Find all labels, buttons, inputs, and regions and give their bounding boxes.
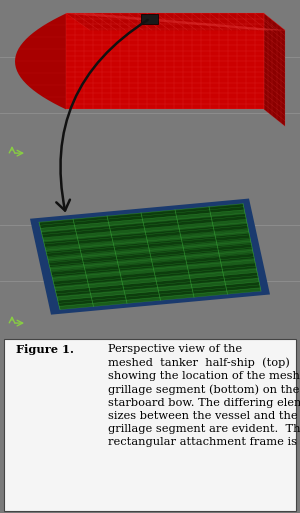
Polygon shape bbox=[44, 224, 248, 248]
Polygon shape bbox=[49, 243, 252, 267]
Polygon shape bbox=[66, 13, 264, 109]
FancyBboxPatch shape bbox=[4, 339, 296, 511]
Polygon shape bbox=[39, 204, 244, 228]
Polygon shape bbox=[58, 282, 260, 306]
Polygon shape bbox=[46, 233, 250, 258]
Polygon shape bbox=[264, 13, 285, 126]
Polygon shape bbox=[15, 13, 66, 109]
Polygon shape bbox=[56, 272, 258, 296]
Polygon shape bbox=[30, 199, 270, 314]
Bar bbox=[141, 14, 158, 24]
Polygon shape bbox=[66, 13, 285, 30]
Text: Figure 1.: Figure 1. bbox=[16, 344, 74, 356]
Polygon shape bbox=[51, 253, 254, 277]
Polygon shape bbox=[53, 263, 256, 286]
Text: Perspective view of the
meshed  tanker  half-ship  (top)
showing the location of: Perspective view of the meshed tanker ha… bbox=[108, 344, 300, 447]
Polygon shape bbox=[39, 204, 261, 310]
Polygon shape bbox=[41, 214, 246, 238]
